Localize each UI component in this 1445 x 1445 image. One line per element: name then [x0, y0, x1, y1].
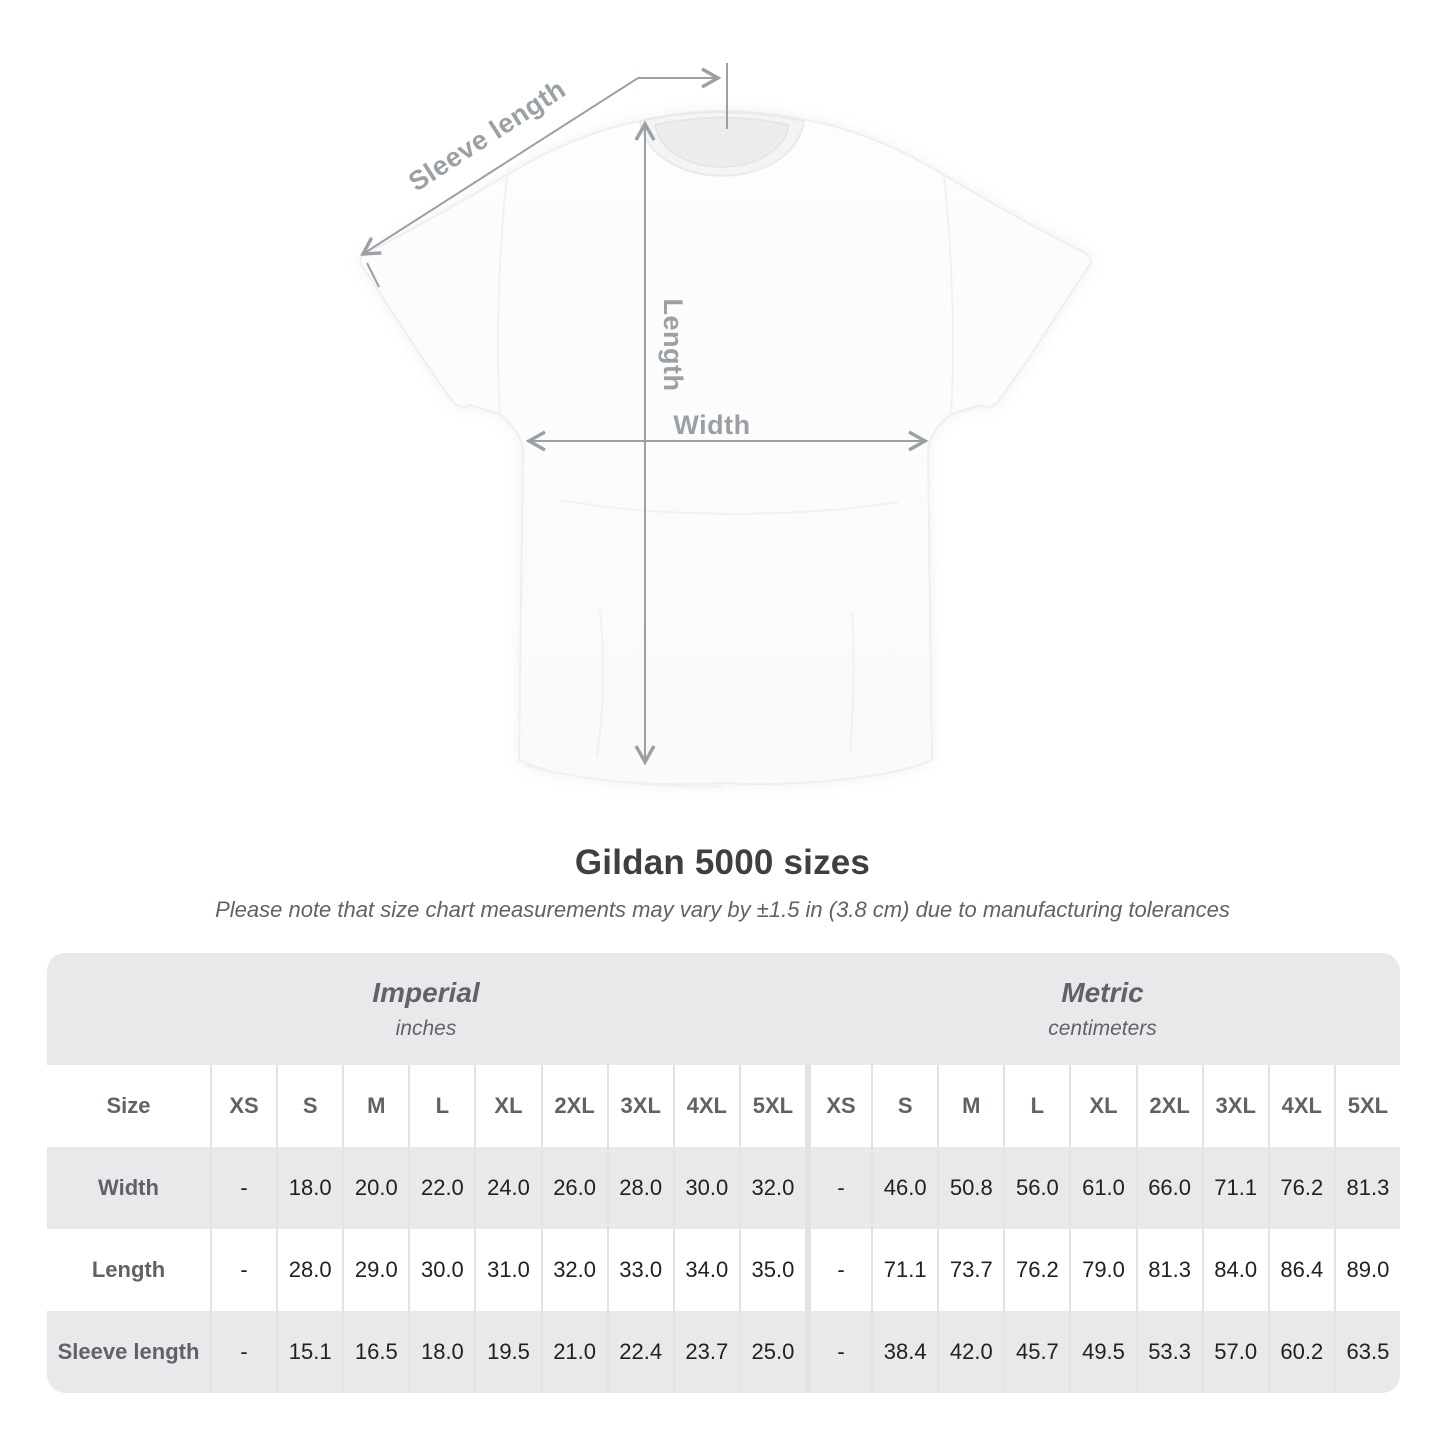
imperial-value: - [210, 1311, 277, 1393]
imperial-value: 26.0 [540, 1147, 607, 1229]
size-header-imperial: XS [210, 1065, 277, 1147]
metric-value: - [805, 1311, 872, 1393]
imperial-value: 28.0 [606, 1147, 673, 1229]
size-header-imperial: 3XL [606, 1065, 673, 1147]
size-header-imperial: S [276, 1065, 343, 1147]
imperial-value: 19.5 [474, 1311, 541, 1393]
metric-value: - [805, 1229, 872, 1311]
imperial-value: - [210, 1147, 277, 1229]
metric-value: 38.4 [871, 1311, 938, 1393]
imperial-value: 30.0 [408, 1229, 475, 1311]
sleeve-length-dimension-arrow [360, 77, 639, 256]
imperial-value: 18.0 [408, 1311, 475, 1393]
size-header-imperial: 2XL [540, 1065, 607, 1147]
metric-value: 89.0 [1333, 1229, 1400, 1311]
metric-value: 45.7 [1003, 1311, 1070, 1393]
sleeve-extension-line [366, 262, 380, 288]
row-label: Width [47, 1147, 210, 1229]
size-header-metric: XL [1069, 1065, 1136, 1147]
metric-value: 76.2 [1267, 1147, 1334, 1229]
size-header-imperial: L [408, 1065, 475, 1147]
width-label: Width [673, 410, 750, 440]
metric-header: Metric centimeters [805, 953, 1400, 1065]
metric-value: 49.5 [1069, 1311, 1136, 1393]
metric-value: 57.0 [1201, 1311, 1268, 1393]
metric-value: 71.1 [1201, 1147, 1268, 1229]
metric-value: 50.8 [937, 1147, 1004, 1229]
imperial-value: 31.0 [474, 1229, 541, 1311]
metric-value: 66.0 [1135, 1147, 1202, 1229]
metric-value: 56.0 [1003, 1147, 1070, 1229]
tshirt-image [359, 110, 1092, 788]
size-header-metric: 5XL [1333, 1065, 1400, 1147]
metric-value: 46.0 [871, 1147, 938, 1229]
size-header-metric: L [1003, 1065, 1070, 1147]
size-header-metric: 2XL [1135, 1065, 1202, 1147]
imperial-value: 29.0 [342, 1229, 409, 1311]
tolerance-note: Please note that size chart measurements… [215, 897, 1230, 922]
metric-value: 42.0 [937, 1311, 1004, 1393]
metric-value: 86.4 [1267, 1229, 1334, 1311]
imperial-value: 32.0 [540, 1229, 607, 1311]
imperial-value: - [210, 1229, 277, 1311]
size-header-metric: S [871, 1065, 938, 1147]
metric-value: 53.3 [1135, 1311, 1202, 1393]
size-header-metric: 3XL [1201, 1065, 1268, 1147]
metric-units: centimeters [1048, 1017, 1157, 1040]
size-header-metric: 4XL [1267, 1065, 1334, 1147]
imperial-header: Imperial inches [47, 953, 805, 1065]
imperial-value: 28.0 [276, 1229, 343, 1311]
imperial-title: Imperial [372, 977, 480, 1008]
unit-header-band: Imperial inches Metric centimeters [47, 953, 1400, 1065]
size-header-metric: XS [805, 1065, 872, 1147]
imperial-value: 22.0 [408, 1147, 475, 1229]
imperial-value: 24.0 [474, 1147, 541, 1229]
tshirt-measurement-diagram: Sleeve length Length Width [359, 63, 1092, 788]
size-table: Imperial inches Metric centimeters Size X… [47, 953, 1400, 1393]
metric-value: 76.2 [1003, 1229, 1070, 1311]
metric-value: 63.5 [1333, 1311, 1400, 1393]
imperial-value: 32.0 [738, 1147, 805, 1229]
imperial-value: 23.7 [672, 1311, 739, 1393]
imperial-value: 34.0 [672, 1229, 739, 1311]
page-title: Gildan 5000 sizes [574, 843, 871, 882]
imperial-value: 30.0 [672, 1147, 739, 1229]
imperial-value: 21.0 [540, 1311, 607, 1393]
metric-value: - [805, 1147, 872, 1229]
size-header-imperial: M [342, 1065, 409, 1147]
metric-value: 79.0 [1069, 1229, 1136, 1311]
metric-value: 73.7 [937, 1229, 1004, 1311]
metric-value: 81.3 [1333, 1147, 1400, 1229]
imperial-value: 25.0 [738, 1311, 805, 1393]
imperial-value: 35.0 [738, 1229, 805, 1311]
size-grid: Size XS S M L XL 2XL 3XL 4XL 5XL XS S M L XL 2XL 3XL 4XL 5… [47, 1065, 1400, 1393]
size-header-imperial: 4XL [672, 1065, 739, 1147]
imperial-value: 15.1 [276, 1311, 343, 1393]
size-header-metric: M [937, 1065, 1004, 1147]
imperial-units: inches [395, 1017, 457, 1040]
metric-value: 81.3 [1135, 1229, 1202, 1311]
metric-value: 60.2 [1267, 1311, 1334, 1393]
size-column-header: Size [47, 1065, 210, 1147]
size-header-imperial: XL [474, 1065, 541, 1147]
imperial-value: 16.5 [342, 1311, 409, 1393]
imperial-value: 20.0 [342, 1147, 409, 1229]
row-label: Sleeve length [47, 1311, 210, 1393]
size-header-imperial: 5XL [738, 1065, 805, 1147]
length-label: Length [658, 299, 688, 392]
metric-value: 61.0 [1069, 1147, 1136, 1229]
imperial-value: 18.0 [276, 1147, 343, 1229]
title-block: Gildan 5000 sizes Please note that size … [0, 843, 1445, 923]
metric-title: Metric [1061, 977, 1144, 1008]
metric-value: 84.0 [1201, 1229, 1268, 1311]
imperial-value: 22.4 [606, 1311, 673, 1393]
imperial-value: 33.0 [606, 1229, 673, 1311]
row-label: Length [47, 1229, 210, 1311]
metric-value: 71.1 [871, 1229, 938, 1311]
